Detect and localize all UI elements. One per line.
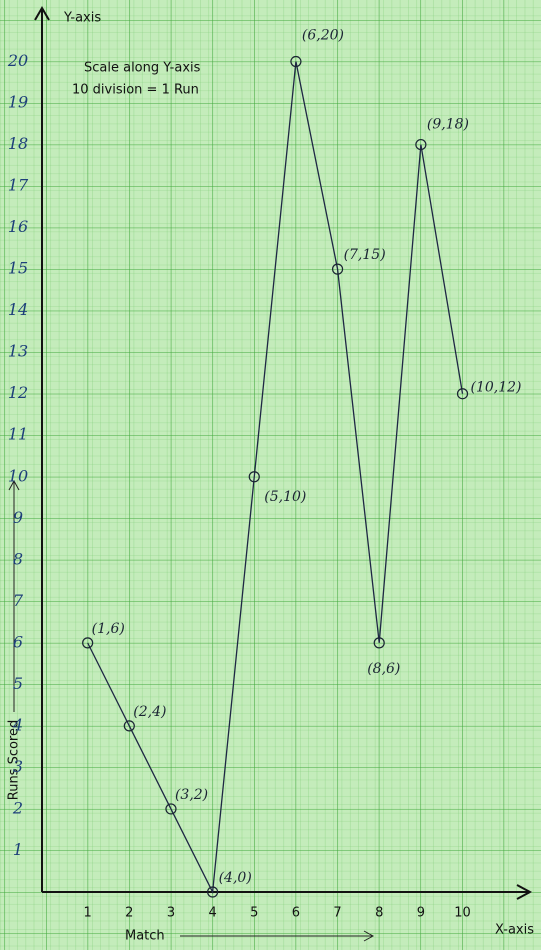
y-tick-label: 4	[12, 715, 23, 734]
y-axis-arrow	[34, 6, 50, 21]
y-tick-label: 20	[7, 51, 28, 70]
data-point	[373, 637, 385, 649]
data-label: (3,2)	[175, 787, 208, 803]
x-tick-label: 10	[454, 906, 471, 921]
y-tick-label: 5	[13, 674, 23, 693]
x-tick-label: 7	[333, 906, 341, 921]
annotation: 10 division = 1 Run	[72, 83, 199, 98]
arrow-head	[363, 930, 375, 942]
data-label: (9,18)	[427, 117, 469, 133]
data-line	[87, 61, 464, 895]
y-tick-label: 12	[8, 383, 28, 402]
data-label: (2,4)	[133, 704, 166, 720]
y-tick-label: 10	[8, 466, 28, 485]
data-label: (4,0)	[219, 870, 252, 886]
data-point	[248, 471, 260, 483]
y-tick-label: 8	[13, 549, 23, 568]
y-tick-label: 7	[13, 591, 24, 610]
data-label: (1,6)	[92, 621, 125, 637]
x-tick-label: 5	[250, 906, 258, 921]
x-title: Match	[125, 929, 165, 944]
y-tick-label: 13	[8, 342, 28, 361]
y-tick-label: 15	[8, 259, 28, 278]
x-tick-label: 9	[417, 906, 425, 921]
y-title: Runs Scored	[7, 720, 22, 801]
data-point	[207, 886, 219, 898]
y-tick-label: 3	[13, 757, 23, 776]
data-label: (8,6)	[367, 661, 400, 677]
x-axis-label: X-axis	[495, 923, 534, 938]
y-axis-label: Y-axis	[63, 11, 101, 26]
data-point	[165, 803, 177, 815]
data-label: (6,20)	[302, 28, 344, 44]
y-tick-label: 19	[8, 93, 28, 112]
x-tick-label: 8	[375, 906, 383, 921]
data-point	[331, 263, 344, 275]
x-axis-arrow	[516, 884, 533, 900]
y-tick-label: 1	[13, 840, 23, 859]
y-tick-label: 18	[8, 134, 28, 153]
y-tick-label: 14	[8, 300, 28, 319]
data-point	[290, 55, 302, 68]
annotation: Scale along Y-axis	[84, 61, 201, 76]
y-tick-label: 9	[13, 508, 23, 527]
data-point	[415, 138, 427, 151]
x-tick-label: 3	[167, 906, 175, 921]
y-tick-label: 2	[12, 798, 23, 817]
y-tick-label: 11	[8, 425, 28, 444]
x-tick-label: 4	[208, 906, 216, 921]
x-tick-label: 6	[292, 906, 300, 921]
data-point	[82, 637, 94, 649]
data-label: (10,12)	[471, 380, 522, 396]
arrow-head	[8, 479, 20, 491]
x-tick-label: 2	[125, 906, 133, 921]
data-label: (7,15)	[344, 247, 386, 263]
x-tick-label: 1	[84, 906, 92, 921]
y-tick-label: 16	[8, 217, 28, 236]
y-tick-label: 6	[13, 632, 23, 651]
data-point	[123, 720, 135, 732]
y-tick-label: 17	[8, 176, 29, 195]
data-point	[456, 388, 469, 400]
data-label: (5,10)	[264, 489, 306, 505]
